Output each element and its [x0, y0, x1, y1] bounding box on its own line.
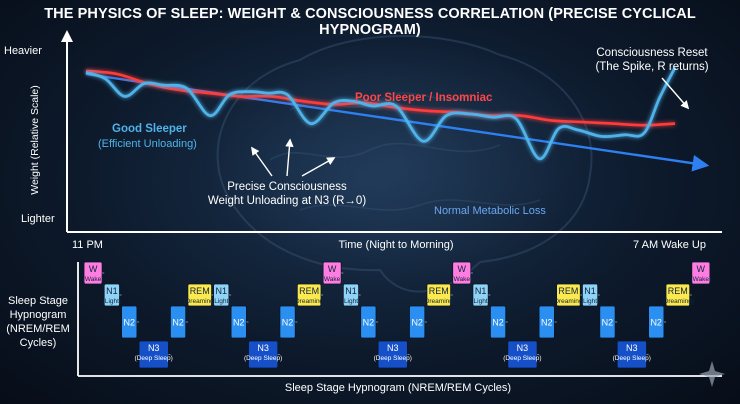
hypnogram-block-n2: [279, 305, 296, 339]
y-tick-lighter: Lighter: [21, 213, 55, 225]
hypnogram-block-label: N3: [257, 343, 269, 353]
hypnogram-block-label: W: [328, 264, 337, 274]
hypnogram-block-label: N2: [602, 318, 614, 328]
hypnogram-block-sublabel: (Light): [471, 298, 489, 305]
hypnogram-block-label: N1: [584, 286, 596, 296]
hypnogram-block-rem: [187, 283, 212, 307]
hypnogram-block-sublabel: (Dreaming): [662, 298, 695, 305]
hypnogram-block-label: W: [458, 264, 467, 274]
hypnogram-block-sublabel: (Light): [342, 298, 360, 305]
hypnogram-block-label: N1: [345, 286, 357, 296]
hypnogram-block-label: N2: [650, 318, 662, 328]
x-tick-end: 7 AM Wake Up: [633, 239, 706, 251]
hypnogram-block-sublabel: (Deep Sleep): [244, 355, 282, 362]
hypnogram-block-label: W: [697, 264, 706, 274]
annotation-reset-line1: Consciousness Reset: [596, 47, 708, 59]
hypnogram-block-sublabel: (Wake): [83, 276, 104, 283]
annotation-unloading-line1: Precise Consciousness: [227, 181, 347, 193]
hypnogram-block-label: N3: [517, 343, 529, 353]
hypnogram-block-sublabel: (Light): [581, 298, 599, 305]
hypnogram-block-label: W: [89, 264, 98, 274]
hypnogram-block-label: REM: [190, 286, 210, 296]
hypnogram-block-n1: [342, 283, 359, 307]
annotation-reset-line2: (The Spike, R returns): [595, 61, 708, 73]
hypnogram-block-sublabel: (Wake): [322, 276, 343, 283]
series-good-sleeper-line: [85, 66, 677, 161]
hypnogram-block-n2: [121, 305, 138, 339]
hypnogram-block-n2: [169, 305, 187, 339]
hypnogram-block-sublabel: (Light): [212, 298, 230, 305]
hypnogram-block-label: N3: [626, 343, 638, 353]
hypnogram-block-sublabel: (Dreaming): [183, 298, 216, 305]
hypnogram-y-label: Cycles): [20, 337, 57, 349]
hypnogram-y-label: Hypnogram: [10, 309, 67, 321]
hypnogram-block-label: N2: [233, 318, 245, 328]
hypnogram-block-label: N1: [216, 286, 228, 296]
hypnogram-block-n2: [489, 305, 507, 339]
hypnogram-block-w: [691, 261, 711, 285]
hypnogram-block-label: REM: [668, 286, 688, 296]
hypnogram-block-label: N1: [475, 286, 487, 296]
hypnogram-y-label: (NREM/REM: [6, 323, 70, 335]
hypnogram-block-label: N2: [124, 318, 136, 328]
label-good-sleeper-sub: (Efficient Unloading): [98, 138, 197, 150]
annotation-arrow: [301, 157, 336, 177]
annotation-reset-arrow: [661, 77, 690, 110]
brain-background: [200, 30, 600, 293]
hypnogram-block-label: REM: [299, 286, 319, 296]
hypnogram-block-sublabel: (Dreaming): [423, 298, 456, 305]
hypnogram-block-label: N2: [492, 318, 504, 328]
label-normal-metabolic: Normal Metabolic Loss: [434, 205, 546, 217]
hypnogram-block-label: N2: [282, 318, 294, 328]
hypnogram-block-n1: [472, 283, 489, 307]
hypnogram-block-sublabel: (Wake): [690, 276, 711, 283]
hypnogram-block-label: N2: [411, 318, 423, 328]
label-poor-sleeper: Poor Sleeper / Insomniac: [355, 92, 493, 104]
hypnogram-block-label: N2: [363, 318, 375, 328]
hypnogram-block-label: N2: [541, 318, 553, 328]
y-axis-arrow-icon: [61, 30, 73, 42]
hypnogram-block-label: REM: [429, 286, 449, 296]
annotation-arrow: [285, 138, 294, 177]
hypnogram-block-sublabel: (Deep Sleep): [613, 355, 651, 362]
hypnogram-block-label: N3: [148, 343, 160, 353]
x-axis-label: Time (Night to Morning): [338, 239, 453, 251]
label-good-sleeper: Good Sleeper: [112, 123, 187, 135]
hypnogram-block-label: N1: [106, 286, 118, 296]
hypnogram-x-label: Sleep Stage Hypnogram (NREM/REM Cycles): [285, 382, 511, 394]
hypnogram-block-sublabel: (Wake): [451, 276, 472, 283]
hypnogram-block-n1: [213, 283, 230, 307]
hypnogram-block-sublabel: (Dreaming): [293, 298, 326, 305]
y-tick-heavier: Heavier: [4, 45, 42, 57]
hypnogram-block-label: N2: [172, 318, 184, 328]
annotation-arrow: [251, 146, 273, 177]
hypnogram-block-sublabel: (Dreaming): [552, 298, 585, 305]
y-axis-label: Weight (Relative Scale): [29, 85, 41, 195]
annotation-unloading-line2: Weight Unloading at N3 (R→0): [208, 195, 366, 207]
hypnogram-block-sublabel: (Light): [103, 298, 121, 305]
hypnogram-block-sublabel: (Deep Sleep): [503, 355, 541, 362]
hypnogram-block-label: N3: [387, 343, 399, 353]
sparkle-icon: [699, 361, 725, 387]
hypnogram-block-n2: [538, 305, 555, 339]
hypnogram-block-sublabel: (Deep Sleep): [135, 355, 173, 362]
hypnogram-block-label: REM: [558, 286, 578, 296]
x-tick-start: 11 PM: [72, 239, 103, 251]
hypnogram-block-n2: [648, 305, 665, 339]
hypnogram-block-sublabel: (Deep Sleep): [374, 355, 412, 362]
hypnogram-y-label: Sleep Stage: [8, 295, 68, 307]
